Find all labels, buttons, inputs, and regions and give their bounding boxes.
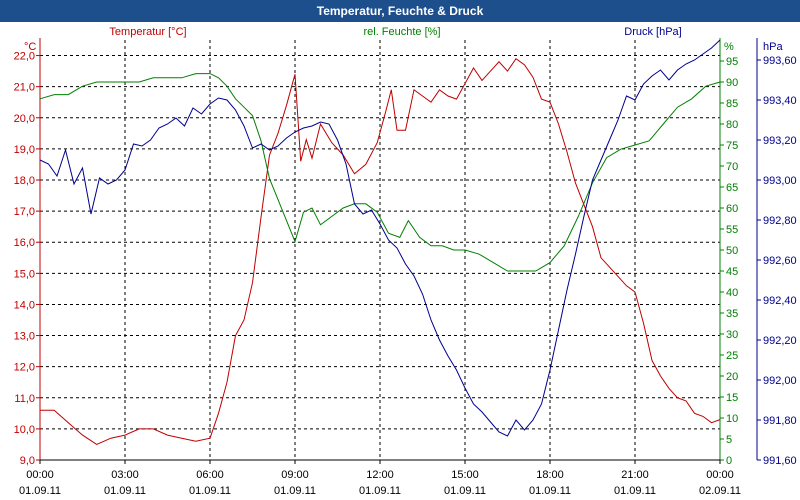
temp-tick-label: 15,0 (14, 268, 35, 280)
legend-pressure: Druck [hPa] (624, 26, 681, 38)
temp-tick-label: 10,0 (14, 424, 35, 436)
pressure-line (39, 39, 721, 437)
grid (40, 40, 720, 460)
x-tick-date: 01.09.11 (104, 485, 146, 497)
x-tick-time: 06:00 (196, 469, 224, 481)
humidity-tick-label: 70 (726, 161, 738, 173)
labels: 22,0 21,0 20,0 19,0 18,0 17,0 16,0 15,0 14,0 13,0… (14, 26, 797, 497)
humidity-tick-label: 65 (726, 182, 738, 194)
humidity-tick-label: 60 (726, 203, 738, 215)
x-tick-time: 18:00 (536, 469, 564, 481)
humidity-tick-label: 75 (726, 140, 738, 152)
x-tick-date: 01.09.11 (614, 485, 656, 497)
humidity-tick-label: 35 (726, 308, 738, 320)
humidity-tick-label: 25 (726, 350, 738, 362)
x-tick-time: 12:00 (366, 469, 394, 481)
legend-temperature: Temperatur [°C] (109, 26, 186, 38)
x-tick-date: 01.09.11 (529, 485, 571, 497)
series-layer (39, 39, 721, 445)
humidity-unit-label: % (724, 41, 734, 53)
pressure-tick-label: 993,20 (763, 135, 797, 147)
temp-tick-label: 22,0 (14, 51, 35, 63)
humidity-tick-label: 40 (726, 287, 738, 299)
pressure-tick-label: 993,40 (763, 95, 797, 107)
humidity-tick-label: 50 (726, 245, 738, 257)
pressure-tick-label: 992,80 (763, 215, 797, 227)
temp-tick-label: 16,0 (14, 237, 35, 249)
x-tick-time: 03:00 (111, 469, 139, 481)
humidity-tick-label: 55 (726, 224, 738, 236)
pressure-tick-label: 991,80 (763, 415, 797, 427)
humidity-tick-label: 30 (726, 329, 738, 341)
pressure-tick-label: 992,60 (763, 255, 797, 267)
temp-tick-label: 12,0 (14, 362, 35, 374)
temp-tick-label: 18,0 (14, 175, 35, 187)
temperature-line (40, 57, 721, 445)
humidity-tick-label: 10 (726, 413, 738, 425)
temp-tick-label: 21,0 (14, 82, 35, 94)
x-tick-time: 21:00 (621, 469, 649, 481)
x-tick-date: 01.09.11 (274, 485, 316, 497)
pressure-tick-label: 993,00 (763, 175, 797, 187)
humidity-tick-label: 90 (726, 77, 738, 89)
x-tick-date: 02.09.11 (699, 485, 741, 497)
pressure-tick-label: 992,20 (763, 335, 797, 347)
pressure-tick-label: 993,60 (763, 55, 797, 67)
x-tick-date: 01.09.11 (444, 485, 486, 497)
pressure-tick-label: 992,40 (763, 295, 797, 307)
x-tick-date: 01.09.11 (19, 485, 61, 497)
x-tick-time: 00:00 (706, 469, 734, 481)
temp-tick-label: 20,0 (14, 113, 35, 125)
pressure-tick-label: 991,60 (763, 455, 797, 467)
x-tick-time: 15:00 (451, 469, 479, 481)
legend-humidity: rel. Feuchte [%] (363, 26, 440, 38)
axes (36, 38, 761, 464)
humidity-tick-label: 95 (726, 56, 738, 68)
temp-tick-label: 17,0 (14, 206, 35, 218)
humidity-tick-label: 80 (726, 119, 738, 131)
humidity-tick-label: 5 (726, 434, 732, 446)
pressure-tick-label: 992,00 (763, 375, 797, 387)
temp-tick-label: 11,0 (14, 393, 35, 405)
x-tick-time: 09:00 (281, 469, 309, 481)
temp-tick-label: 19,0 (14, 144, 35, 156)
pressure-unit-label: hPa (763, 41, 783, 53)
temp-unit-label: °C (24, 41, 36, 53)
humidity-tick-label: 0 (726, 455, 732, 467)
temp-tick-label: 9,0 (20, 455, 35, 467)
humidity-tick-label: 20 (726, 371, 738, 383)
humidity-tick-label: 85 (726, 98, 738, 110)
temp-tick-label: 13,0 (14, 331, 35, 343)
x-tick-time: 00:00 (26, 469, 54, 481)
humidity-tick-label: 45 (726, 266, 738, 278)
temp-tick-label: 14,0 (14, 299, 35, 311)
window-title: Temperatur, Feuchte & Druck (0, 0, 800, 22)
x-tick-date: 01.09.11 (359, 485, 401, 497)
x-tick-date: 01.09.11 (189, 485, 231, 497)
humidity-tick-label: 15 (726, 392, 738, 404)
